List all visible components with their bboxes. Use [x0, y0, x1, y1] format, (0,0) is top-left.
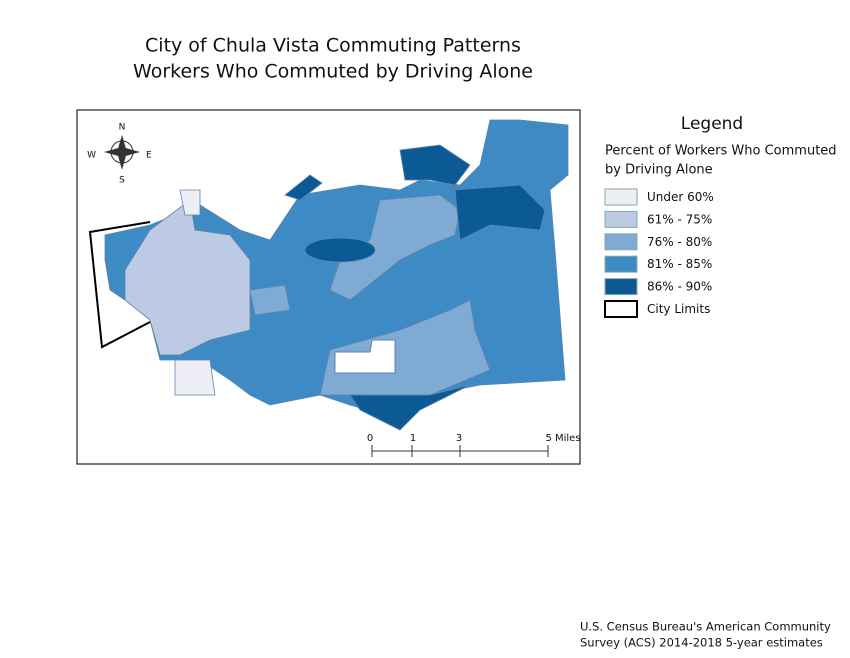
tract [454, 184, 546, 241]
legend-subtitle: by Driving Alone [605, 163, 713, 178]
legend-swatch [604, 255, 638, 273]
legend-swatch [604, 233, 638, 251]
tract [399, 144, 471, 186]
scale-bar: 0 1 3 5 Miles [367, 433, 581, 457]
source-line: U.S. Census Bureau's American Community [580, 620, 831, 634]
source-line: Survey (ACS) 2014-2018 5-year estimates [580, 636, 823, 650]
legend-swatch [604, 210, 638, 228]
scale-label: 5 Miles [545, 433, 580, 444]
legend-label: City Limits [647, 302, 710, 316]
compass-ring [110, 140, 134, 164]
legend-label: 76% - 80% [647, 235, 712, 249]
title-line: City of Chula Vista Commuting Patterns [145, 35, 521, 57]
tract [179, 189, 201, 216]
tract [284, 174, 323, 201]
compass-label: E [146, 151, 152, 161]
tract [349, 384, 471, 431]
scale-label: 3 [456, 433, 462, 444]
compass: N S E W [87, 123, 152, 186]
compass-needle [104, 147, 140, 157]
legend-label: 81% - 85% [647, 257, 712, 271]
tract [249, 284, 291, 316]
compass-label: S [119, 176, 125, 186]
title-line: Workers Who Commuted by Driving Alone [133, 61, 533, 83]
legend-label: Under 60% [647, 190, 714, 204]
compass-label: W [87, 151, 96, 161]
legend-label: 86% - 90% [647, 280, 712, 294]
legend-swatch [604, 300, 638, 318]
map-hole [334, 339, 396, 374]
tract [304, 237, 376, 263]
legend-subtitle: Percent of Workers Who Commuted [605, 144, 837, 159]
compass-label: N [119, 123, 126, 133]
scale-label: 1 [410, 433, 416, 444]
map-area [88, 119, 569, 431]
legend-swatch [604, 278, 638, 296]
legend-swatch [604, 188, 638, 206]
scale-label: 0 [367, 433, 373, 444]
legend: Under 60% 61% - 75% 76% - 80% 81% - 85% 86% … [604, 188, 714, 318]
tract [174, 359, 216, 396]
legend-title: Legend [681, 114, 743, 134]
city-limit [88, 221, 151, 349]
legend-label: 61% - 75% [647, 212, 712, 226]
